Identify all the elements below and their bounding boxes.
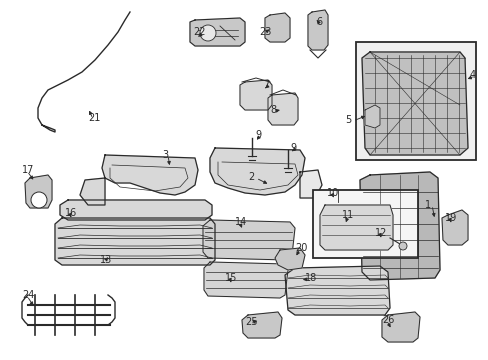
Text: 20: 20 [294, 243, 307, 253]
Text: 26: 26 [381, 315, 393, 325]
Text: 17: 17 [22, 165, 34, 175]
Circle shape [398, 242, 406, 250]
Polygon shape [364, 105, 379, 128]
Text: 7: 7 [263, 80, 269, 90]
Polygon shape [60, 200, 212, 220]
Text: 4: 4 [469, 70, 475, 80]
Polygon shape [307, 10, 327, 50]
Polygon shape [55, 218, 215, 265]
Polygon shape [361, 52, 467, 155]
Polygon shape [299, 170, 321, 198]
Polygon shape [359, 172, 439, 280]
Polygon shape [240, 80, 271, 110]
Polygon shape [203, 262, 287, 298]
Text: 2: 2 [247, 172, 254, 182]
Text: 10: 10 [326, 188, 339, 198]
Text: 3: 3 [162, 150, 168, 160]
Text: 23: 23 [259, 27, 271, 37]
Text: 1: 1 [424, 200, 430, 210]
Text: 9: 9 [289, 143, 296, 153]
Text: 16: 16 [65, 208, 77, 218]
Text: 21: 21 [88, 113, 100, 123]
Polygon shape [381, 312, 419, 342]
Bar [355, 42, 475, 160]
Polygon shape [80, 178, 105, 205]
Text: 24: 24 [22, 290, 34, 300]
Text: 5: 5 [345, 115, 350, 125]
Polygon shape [264, 13, 289, 42]
Polygon shape [203, 220, 294, 260]
Polygon shape [102, 155, 198, 195]
Polygon shape [441, 210, 467, 245]
Polygon shape [274, 248, 305, 270]
Text: 14: 14 [235, 217, 247, 227]
Polygon shape [25, 175, 52, 208]
Text: 19: 19 [444, 213, 456, 223]
Circle shape [200, 25, 216, 41]
Text: 15: 15 [224, 273, 237, 283]
Text: 18: 18 [305, 273, 317, 283]
Text: 6: 6 [315, 17, 322, 27]
Text: 22: 22 [193, 27, 205, 37]
Text: 8: 8 [269, 105, 276, 115]
Circle shape [31, 192, 47, 208]
Text: 11: 11 [341, 210, 353, 220]
Bar [312, 190, 417, 258]
Text: 13: 13 [100, 255, 112, 265]
Text: 9: 9 [254, 130, 261, 140]
Polygon shape [267, 93, 297, 125]
Polygon shape [190, 18, 244, 46]
Polygon shape [285, 266, 389, 315]
Text: 25: 25 [244, 317, 257, 327]
Polygon shape [319, 205, 392, 250]
Text: 12: 12 [374, 228, 386, 238]
Polygon shape [242, 312, 282, 338]
Polygon shape [209, 148, 305, 195]
